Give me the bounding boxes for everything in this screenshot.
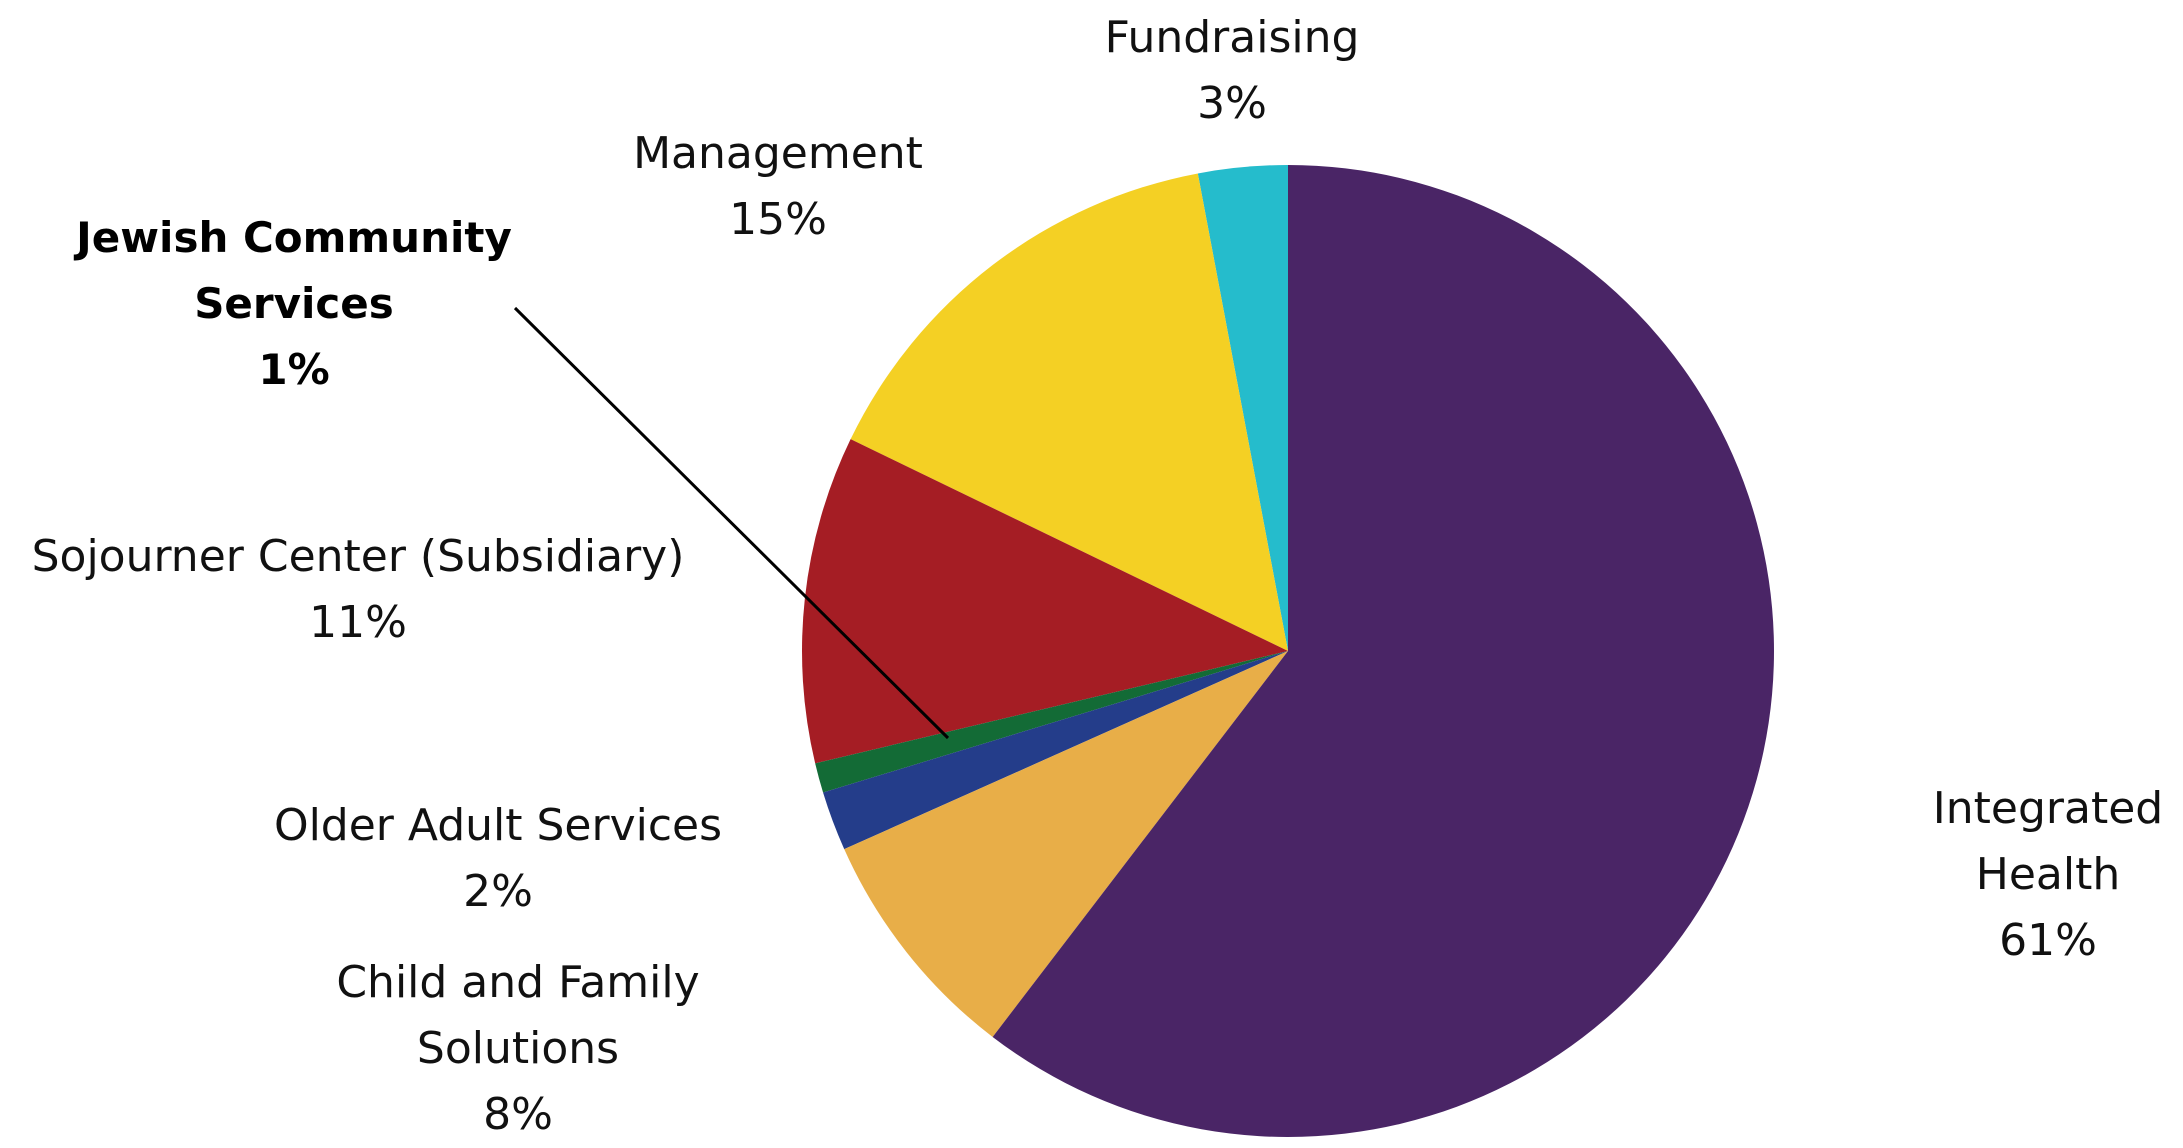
value-label: 2% [463,866,533,917]
slice-label: Child and Family Solutions 8% [268,950,768,1148]
value-label: 11% [309,597,407,648]
category-label: Jewish Community Services [76,213,512,328]
slice-label: Jewish Community Services 1% [54,205,534,403]
pie-slice [992,165,1774,1137]
category-label: Older Adult Services [273,800,723,851]
value-label: 3% [1197,78,1267,129]
slice-label: Management 15% [578,121,978,253]
pie-slice [823,651,1288,850]
slice-label: Fundraising 3% [1032,5,1432,137]
value-label: 15% [729,194,827,245]
pie-slice [1197,165,1288,651]
leader-line [513,306,950,740]
category-label: Sojourner Center (Subsidiary) [31,531,685,582]
value-label: 61% [1999,915,2097,966]
pie-slice [802,439,1288,764]
slice-label: Older Adult Services 2% [218,793,778,925]
slice-label: Sojourner Center (Subsidiary) 11% [0,524,738,656]
pie-slice [815,651,1288,793]
category-label: Child and Family Solutions [336,957,700,1074]
slice-label: Integrated Health 61% [1908,776,2183,974]
value-label: 1% [258,345,330,394]
category-label: Fundraising [1104,12,1360,63]
pie-slice [850,173,1288,651]
category-label: Integrated Health [1932,783,2164,900]
pie-slice [844,651,1288,1037]
value-label: 8% [483,1089,553,1140]
category-label: Management [633,128,923,179]
